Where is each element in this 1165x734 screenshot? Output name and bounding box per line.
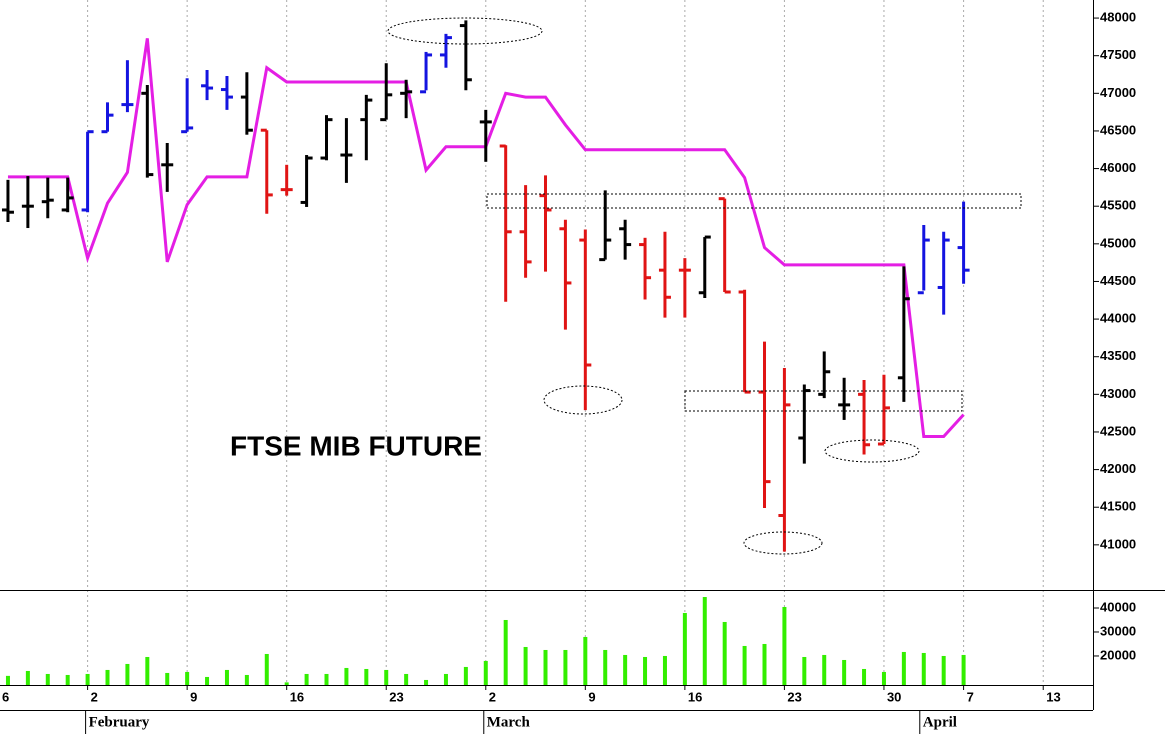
month-label: March: [487, 714, 531, 730]
volume-bar: [822, 654, 827, 685]
y-tick-label: 45000: [1100, 235, 1136, 250]
volume-bar: [384, 669, 389, 685]
y-tick-label: 46000: [1100, 160, 1136, 175]
volume-bar: [264, 653, 269, 685]
volume-bar: [205, 676, 210, 685]
volume-bar: [165, 672, 170, 685]
volume-bar: [523, 646, 528, 685]
y-tick-label: 45500: [1100, 198, 1136, 213]
x-tick-label: 23: [787, 689, 801, 704]
y-tick-label: 41000: [1100, 536, 1136, 551]
volume-bar: [881, 671, 886, 685]
x-tick-label: 30: [887, 689, 901, 704]
y-tick-label: 40000: [1100, 599, 1136, 614]
volume-bar: [563, 649, 568, 685]
x-tick-label: 13: [1046, 689, 1060, 704]
y-tick-label: 47500: [1100, 47, 1136, 62]
volume-bar: [344, 667, 349, 685]
annotation-ellipse: [543, 385, 623, 415]
volume-bar: [404, 673, 409, 685]
y-tick-label: 43500: [1100, 348, 1136, 363]
volume-bar: [762, 643, 767, 685]
volume-bar: [463, 666, 468, 685]
marks: [1, 20, 970, 685]
volume-bar: [722, 621, 727, 685]
volume-bar: [503, 619, 508, 685]
volume-bar: [364, 668, 369, 685]
volume-bar: [145, 656, 150, 685]
x-tick-label: 16: [688, 689, 702, 704]
annotation-box: [684, 390, 963, 412]
volume-bar: [941, 655, 946, 685]
x-tick-label: 6: [2, 689, 9, 704]
volume-bar: [25, 670, 30, 685]
x-tick-label: 7: [967, 689, 974, 704]
volume-bar: [244, 674, 249, 685]
annotations: [387, 17, 1022, 555]
x-tick-label: 16: [290, 689, 304, 704]
x-tick-label: 23: [389, 689, 403, 704]
volume-bar: [543, 649, 548, 685]
grid: [87, 0, 1044, 685]
volume-bar: [324, 673, 329, 685]
y-tick-label: 44000: [1100, 311, 1136, 326]
volume-bar: [105, 669, 110, 685]
chart-title: FTSE MIB FUTURE: [230, 430, 482, 461]
x-tick-label: 9: [190, 689, 197, 704]
y-tick-label: 43000: [1100, 386, 1136, 401]
axes: [0, 0, 1165, 711]
y-tick-label: 41500: [1100, 499, 1136, 514]
y-tick-label: 47000: [1100, 85, 1136, 100]
volume-bar: [961, 654, 966, 685]
volume-bar: [443, 673, 448, 685]
y-tick-label: 48000: [1100, 9, 1136, 24]
volume-bar: [185, 671, 190, 685]
volume-bar: [603, 649, 608, 685]
y-tick-label: 30000: [1100, 623, 1136, 638]
y-tick-label: 42500: [1100, 423, 1136, 438]
y-tick-label: 44500: [1100, 273, 1136, 288]
x-tick-label: 9: [588, 689, 595, 704]
volume-bar: [424, 679, 429, 685]
volume-bar: [862, 668, 867, 685]
volume-bar: [643, 656, 648, 685]
y-tick-label: 20000: [1100, 647, 1136, 662]
volume-bar: [45, 673, 50, 685]
x-tick-label: 2: [489, 689, 496, 704]
volume-bar: [901, 651, 906, 685]
volume-bar: [85, 673, 90, 685]
volume-bar: [284, 682, 289, 685]
volume-bar: [702, 597, 707, 685]
volume-bar: [304, 673, 309, 685]
volume-bar: [802, 656, 807, 685]
volume-bar: [842, 659, 847, 685]
volume-bar: [662, 655, 667, 685]
month-label: April: [923, 714, 957, 730]
volume-bar: [65, 674, 70, 685]
y-tick-label: 46500: [1100, 122, 1136, 137]
y-tick-label: 42000: [1100, 461, 1136, 476]
month-label: February: [89, 714, 150, 730]
annotation-box: [486, 193, 1022, 209]
volume-bar: [583, 636, 588, 685]
volume-bar: [742, 645, 747, 685]
annotation-ellipse: [743, 531, 823, 555]
volume-bar: [5, 675, 10, 685]
annotation-ellipse: [824, 439, 920, 463]
volume-bar: [125, 663, 130, 685]
x-tick-label: 2: [91, 689, 98, 704]
volume-bar: [623, 654, 628, 685]
volume-bar: [921, 652, 926, 685]
volume-bar: [782, 606, 787, 685]
volume-bar: [224, 669, 229, 685]
annotation-ellipse: [387, 17, 543, 45]
volume-bar: [483, 660, 488, 685]
volume-bar: [682, 612, 687, 685]
